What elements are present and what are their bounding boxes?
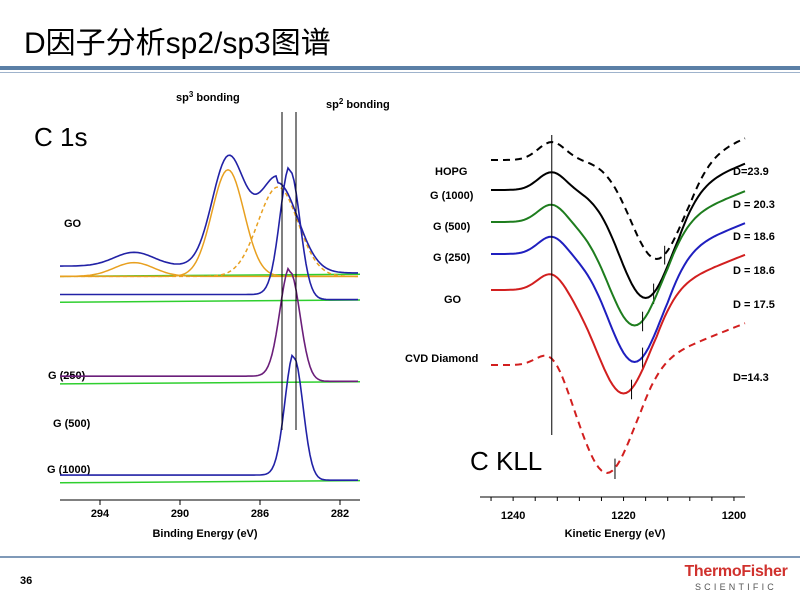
logo-subtitle: SCIENTIFIC: [694, 582, 777, 592]
ckll-plot: C KLL HOPG G (1000) G (500) G (250) GO C…: [405, 135, 775, 540]
ckll-x-tick-label: 1220: [611, 510, 635, 522]
series-label-ckll-g500: G (500): [433, 221, 471, 233]
series-label-hopg: HOPG: [435, 166, 467, 178]
c1s-plot: C 1s sp3 bonding sp2 bonding GO G (250) …: [34, 90, 390, 540]
c1s-spectrum-1: [60, 166, 358, 301]
c1s-fit-component: [60, 168, 358, 278]
ckll-spectrum-5: [491, 322, 746, 475]
c1s-x-tick-label: 282: [331, 508, 349, 520]
page-number: 36: [20, 575, 33, 587]
ckll-title: C KLL: [470, 446, 542, 476]
sp3-bonding-label: sp3 bonding: [176, 90, 240, 104]
series-label-ckll-g1000: G (1000): [430, 190, 474, 202]
title-divider: [0, 66, 800, 70]
ckll-spectrum-4: [491, 253, 746, 395]
ckll-x-tick-label: 1200: [722, 510, 746, 522]
d-label-cvd-diamond: D=14.3: [733, 372, 769, 384]
c1s-x-tick-label: 290: [171, 508, 189, 520]
series-label-g1000: G (1000): [47, 464, 91, 476]
c1s-x-tick-label: 286: [251, 508, 269, 520]
c1s-baseline: [59, 299, 361, 303]
c1s-fit-component: [60, 186, 358, 278]
page-title: D因子分析sp2/sp3图谱: [24, 27, 331, 60]
series-label-ckll-go: GO: [444, 294, 462, 306]
d-label-g250: D = 18.6: [733, 265, 775, 277]
c1s-title: C 1s: [34, 122, 87, 152]
series-label-cvd-diamond: CVD Diamond: [405, 353, 478, 365]
c1s-spectrum-0: [60, 154, 358, 274]
d-label-hopg: D=23.9: [733, 166, 769, 178]
logo-wordmark: ThermoFisher: [684, 563, 788, 580]
ckll-x-tick-label: 1240: [501, 510, 525, 522]
series-label-ckll-g250: G (250): [433, 252, 471, 264]
d-label-go: D = 17.5: [733, 299, 775, 311]
c1s-spectrum-2: [60, 266, 358, 383]
c1s-spectrum-3: [60, 353, 358, 481]
thermofisher-logo: ThermoFisher SCIENTIFIC: [680, 563, 792, 593]
c1s-baseline: [59, 381, 361, 385]
ckll-spectrum-1: [491, 162, 746, 300]
ckll-spectrum-2: [491, 190, 746, 327]
sp2-bonding-label: sp2 bonding: [326, 97, 390, 111]
c1s-x-tick-label: 294: [91, 508, 110, 520]
footer-divider: [0, 556, 800, 558]
c1s-baseline: [59, 479, 361, 484]
c1s-x-axis-label: Binding Energy (eV): [152, 528, 257, 540]
series-label-g500: G (500): [53, 418, 91, 430]
ckll-spectrum-0: [491, 137, 746, 261]
series-label-go: GO: [64, 218, 82, 230]
title-divider-thin: [0, 72, 800, 73]
d-label-g500: D = 18.6: [733, 231, 775, 243]
ckll-x-axis-label: Kinetic Energy (eV): [565, 528, 666, 540]
d-label-g1000: D = 20.3: [733, 199, 775, 211]
ckll-spectrum-3: [491, 222, 746, 364]
